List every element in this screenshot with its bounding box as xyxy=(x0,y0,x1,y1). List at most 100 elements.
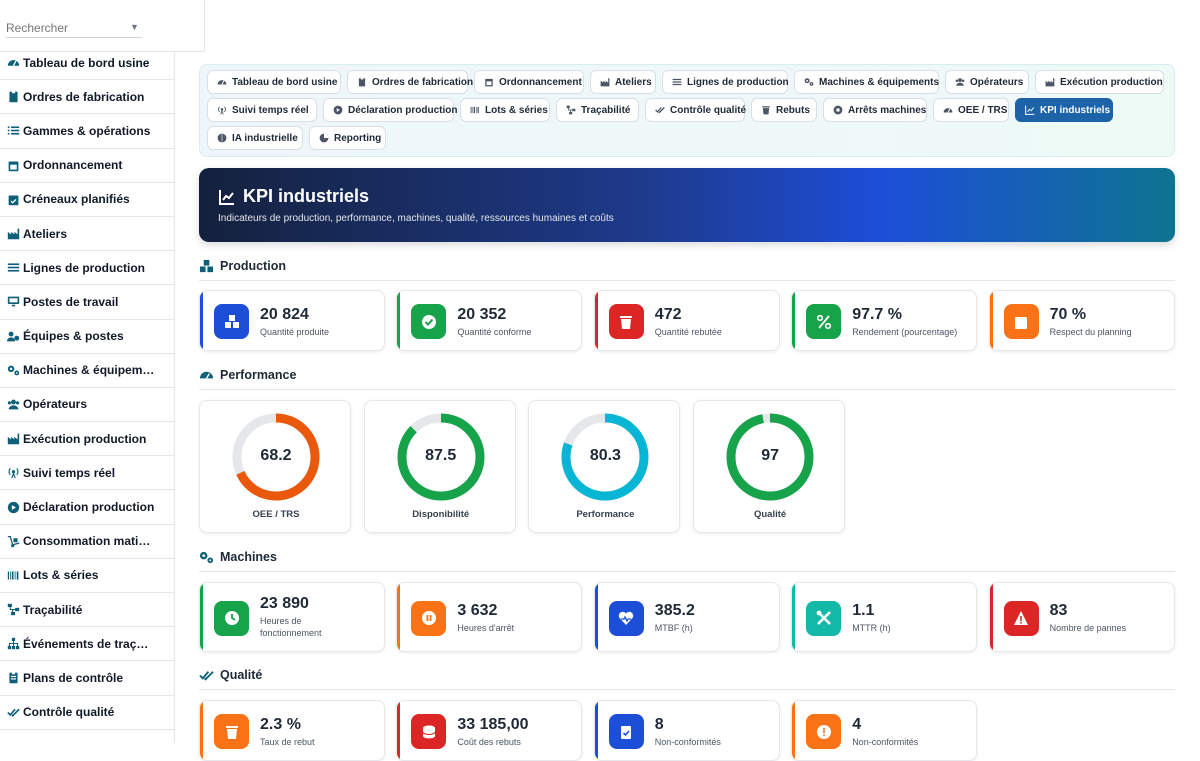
tab-label: IA industrielle xyxy=(232,132,298,144)
kpi-card: 83 Nombre de pannes xyxy=(988,582,1175,652)
sidebar-item-machines-equipem[interactable]: Machines & équipem… xyxy=(0,354,174,388)
sidebar-item-lignes-de-production[interactable]: Lignes de production xyxy=(0,251,174,286)
page-title: KPI industriels xyxy=(243,186,370,206)
clipboard-list-icon xyxy=(5,670,21,686)
check-double-icon xyxy=(199,671,214,681)
sidebar-item-plans-de-controle[interactable]: Plans de contrôle xyxy=(0,661,174,696)
sidebar-item-gammes-operations[interactable]: Gammes & opérations xyxy=(0,114,174,149)
sidebar-item-operateurs[interactable]: Opérateurs xyxy=(0,388,174,423)
sidebar-item-creneaux-planifies[interactable]: Créneaux planifiés xyxy=(0,183,174,217)
sidebar-item-suivi-temps-reel[interactable]: Suivi temps réel xyxy=(0,456,174,491)
sidebar-item-label: Déclaration production xyxy=(23,500,155,515)
tab-label: Traçabilité xyxy=(581,104,631,116)
card-accent xyxy=(200,583,203,651)
search-input[interactable] xyxy=(6,18,142,38)
sidebar-item-label: Traçabilité xyxy=(23,602,83,617)
sidebar-item-label: Opérateurs xyxy=(23,397,88,412)
sidebar-item-ateliers[interactable]: Ateliers xyxy=(0,217,174,252)
sidebar-item-ordonnancement[interactable]: Ordonnancement xyxy=(0,149,174,183)
tab-kpi-industriels[interactable]: KPI industriels xyxy=(1015,98,1113,122)
trash-icon xyxy=(214,714,249,749)
tab-label: Lignes de production xyxy=(687,76,789,88)
sidebar-item-consommation-mati[interactable]: Consommation mati… xyxy=(0,525,174,559)
kpi-label: Quantité rebutée xyxy=(654,326,722,337)
tab-machines-equipements[interactable]: Machines & équipements xyxy=(794,70,939,94)
kpi-value: 8 xyxy=(654,715,664,733)
tab-ateliers[interactable]: Ateliers xyxy=(590,70,656,94)
section-production: Production xyxy=(199,257,1175,281)
kpi-value: 20 824 xyxy=(260,305,309,323)
tab-label: Opérateurs xyxy=(970,76,1024,88)
calendar-icon xyxy=(5,157,21,173)
tab-label: KPI industriels xyxy=(1040,104,1111,116)
kpi-card: 97.7 % Rendement (pourcentage) xyxy=(791,290,978,351)
tab-oee-trs[interactable]: OEE / TRS xyxy=(933,98,1009,122)
kpi-card: 8 Non-conformités xyxy=(593,700,780,761)
donut-gauge xyxy=(726,413,814,501)
kpi-card: 472 Quantité rebutée xyxy=(593,290,780,351)
kpi-value: 20 352 xyxy=(457,305,507,323)
sidebar-item-execution-production[interactable]: Exécution production xyxy=(0,422,174,457)
card-accent xyxy=(792,701,796,760)
donut-gauge xyxy=(561,413,649,501)
kpi-value: 97.7 % xyxy=(852,305,902,323)
gauge-fill xyxy=(561,413,649,501)
tab-ia-industrielle[interactable]: IA industrielle xyxy=(207,126,303,150)
kpi-value: 385.2 xyxy=(654,602,695,619)
tab-declaration-production[interactable]: Déclaration production xyxy=(323,98,457,122)
tab-arrets-machines[interactable]: Arrêts machines xyxy=(823,98,927,122)
industry-icon xyxy=(5,431,21,447)
tab-label: Rebuts xyxy=(776,104,810,116)
tab-ordres-de-fabrication[interactable]: Ordres de fabrication xyxy=(347,70,473,94)
sidebar-item-lots-series[interactable]: Lots & séries xyxy=(0,559,174,593)
gauge-label: Qualité xyxy=(753,509,787,520)
tab-tracabilite[interactable]: Traçabilité xyxy=(556,98,639,122)
section-qualite: Qualité xyxy=(199,666,1175,690)
sidebar-item-tracabilite[interactable]: Traçabilité xyxy=(0,593,174,628)
chevron-down-icon[interactable]: ▼ xyxy=(130,22,139,32)
gauge-icon xyxy=(199,371,214,379)
card-accent xyxy=(200,701,203,760)
lines-icon xyxy=(5,260,21,276)
users-gear-icon xyxy=(5,328,21,344)
tab-lots-series[interactable]: Lots & séries xyxy=(460,98,550,122)
check-double-icon xyxy=(5,704,21,720)
tab-reporting[interactable]: Reporting xyxy=(309,126,386,150)
chart-line-icon xyxy=(1025,105,1035,115)
kpi-value: 1.1 xyxy=(852,602,875,619)
tab-lignes-de-production[interactable]: Lignes de production xyxy=(662,70,789,94)
kpi-value: 33 185,00 xyxy=(457,715,529,733)
tab-tableau-de-bord-usine[interactable]: Tableau de bord usine xyxy=(207,70,341,94)
tab-label: Reporting xyxy=(334,132,382,144)
page-subtitle: Indicateurs de production, performance, … xyxy=(218,213,614,224)
card-accent xyxy=(989,583,993,651)
tab-controle-qualite[interactable]: Contrôle qualité xyxy=(645,98,746,122)
kpi-card: 3 632 Heures d'arrêt xyxy=(396,582,583,652)
sidebar-item-declaration-production[interactable]: Déclaration production xyxy=(0,490,174,525)
sidebar-item-label: Ordres de fabrication xyxy=(23,89,145,104)
sidebar-item-label: Exécution production xyxy=(23,431,147,446)
gauge-card: 97 Qualité xyxy=(693,400,846,533)
kpi-card: 4 Non-conformités xyxy=(791,700,978,761)
sitemap-icon xyxy=(5,636,21,652)
sidebar-item-controle-qualite[interactable]: Contrôle qualité xyxy=(0,696,174,730)
pause-icon xyxy=(411,600,447,636)
barcode-icon xyxy=(470,105,480,115)
tab-suivi-temps-reel[interactable]: Suivi temps réel xyxy=(207,98,317,122)
sidebar-item-equipes-postes[interactable]: Équipes & postes xyxy=(0,320,174,354)
tab-label: Arrêts machines xyxy=(848,104,927,116)
kpi-label: MTTR (h) xyxy=(852,623,891,633)
gauge-icon xyxy=(5,55,21,71)
tab-rebuts[interactable]: Rebuts xyxy=(751,98,817,122)
tab-ordonnancement[interactable]: Ordonnancement xyxy=(474,70,584,94)
gauge-fill xyxy=(232,413,320,501)
sidebar-item-tableau-de-bord-usine[interactable]: Tableau de bord usine xyxy=(0,46,174,81)
lines-icon xyxy=(672,77,682,87)
tab-operateurs[interactable]: Opérateurs xyxy=(945,70,1029,94)
sidebar-item-ordres-de-fabrication[interactable]: Ordres de fabrication xyxy=(0,80,174,115)
sidebar-item-evenements-de-trac[interactable]: Événements de traç… xyxy=(0,627,174,662)
sidebar-item-postes-de-travail[interactable]: Postes de travail xyxy=(0,285,174,320)
tab-execution-production[interactable]: Exécution production xyxy=(1035,70,1164,94)
tab-label: Exécution production xyxy=(1060,76,1163,88)
play-circle-icon xyxy=(5,499,21,515)
